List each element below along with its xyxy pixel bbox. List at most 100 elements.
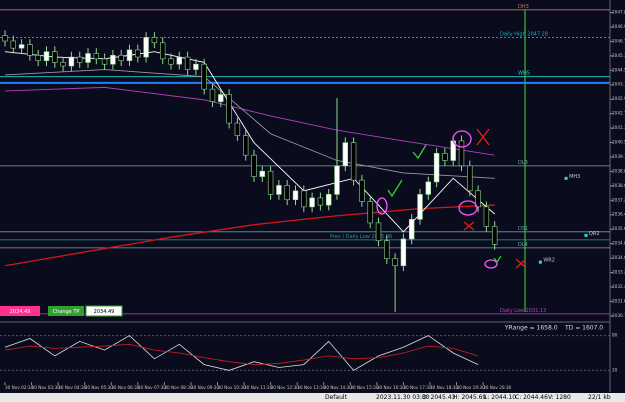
level-label: Prev / Daily Low 2035.06: [330, 234, 392, 240]
candle-body: [276, 185, 282, 195]
candle-body: [218, 94, 224, 102]
y-tick-label: 2036.46: [612, 212, 625, 217]
candle-body: [168, 58, 174, 65]
y-tick-label: 2032.41: [612, 284, 625, 289]
marker: [584, 233, 588, 237]
candle-body: [384, 240, 390, 259]
circle: [458, 200, 478, 216]
candle-body: [43, 51, 50, 61]
status-open: O: 2045.43: [422, 394, 456, 401]
status-time: 2023.11.30 03:30: [376, 394, 430, 401]
candle-body: [2, 35, 8, 42]
status-bar: [0, 393, 625, 402]
y-tick-label: 2041.32: [612, 125, 625, 130]
y-tick-label: 2042.13: [612, 111, 625, 116]
candle-body: [475, 190, 481, 208]
level-label: DS1: [518, 226, 528, 232]
candle-body: [309, 197, 315, 208]
candle-body: [491, 226, 498, 245]
button-label[interactable]: Change TP: [53, 309, 80, 315]
y-tick-label: 2034.03: [612, 255, 625, 260]
candle-body: [400, 238, 407, 267]
candle-body: [417, 194, 423, 220]
candle-body: [458, 140, 465, 167]
circle: [484, 259, 498, 269]
x-tick-label: 30 Nov 15:30: [350, 385, 379, 390]
osc-line: [4, 335, 479, 371]
candle-body: [433, 153, 440, 183]
status-close: C: 2044.46: [515, 394, 548, 401]
candle-body: [226, 94, 232, 124]
candle-body: [467, 165, 473, 192]
x-tick-label: 30 Nov 16:30: [377, 385, 406, 390]
x-tick-label: 30 Nov 03:30: [32, 385, 61, 390]
candle-body: [325, 194, 332, 206]
cross: [515, 258, 527, 269]
y-tick-label: 2035.65: [612, 226, 625, 231]
x-tick-label: 30 Nov 02:30: [5, 385, 34, 390]
y-tick-label: 2030.79: [612, 313, 625, 318]
candle-body: [350, 142, 357, 181]
order-price: 2034.49: [10, 309, 31, 315]
y-tick-label: 2046.99: [612, 24, 625, 29]
candle-body: [101, 58, 108, 65]
candle-body: [267, 170, 274, 195]
candle-body: [201, 63, 207, 90]
candle-body: [408, 219, 415, 240]
change-tp-button[interactable]: [48, 306, 84, 316]
candle-body: [151, 37, 158, 44]
candle-body: [442, 153, 448, 161]
candle-body: [375, 222, 382, 242]
candle-body: [60, 62, 66, 67]
candle-body: [135, 49, 141, 58]
candle-body: [234, 122, 241, 136]
candle-body: [126, 49, 133, 61]
level-label: Daily High 2047.28: [500, 31, 548, 37]
candle-body: [118, 54, 124, 61]
osc-yrange: YRange = 1658.0: [504, 325, 558, 332]
tp-price: 2034.49: [94, 309, 115, 315]
y-tick-label: 2033.22: [612, 269, 625, 274]
candle-body: [342, 142, 348, 167]
x-tick-label: 30 Nov 08:30: [164, 385, 193, 390]
y-tick-label: 2037.27: [612, 197, 625, 202]
candle-body: [251, 154, 257, 177]
cross: [463, 221, 475, 231]
candle-body: [317, 197, 324, 206]
y-tick-label: 2038.08: [612, 183, 625, 188]
status-volume: V: 1280: [548, 394, 571, 401]
price-box: [0, 306, 40, 316]
y-tick-label: 2040.51: [612, 139, 625, 144]
candle-body: [359, 179, 365, 202]
check: [493, 255, 502, 264]
candle-body: [93, 53, 100, 60]
y-tick-label: 2047.80: [612, 9, 625, 14]
x-tick-label: 30 Nov 11:30: [244, 385, 273, 390]
level-label: WH5: [518, 71, 530, 77]
x-tick-label: 30 Nov 14:30: [324, 385, 353, 390]
candle-body: [68, 56, 75, 67]
status-low: L: 2044.10: [484, 394, 516, 401]
candle-body: [483, 206, 490, 227]
candle-body: [18, 44, 25, 49]
x-tick-label: 30 Nov 17:30: [403, 385, 432, 390]
candle-body: [110, 54, 116, 65]
x-tick-label: 30 Nov 10:30: [217, 385, 246, 390]
x-tick-label: 30 Nov 12:30: [271, 385, 300, 390]
y-tick-label: 2038.89: [612, 168, 625, 173]
circle: [452, 130, 472, 148]
osc-tick-label: 20: [612, 367, 618, 372]
y-tick-label: 2039.70: [612, 154, 625, 159]
level-label: DH3: [518, 4, 529, 10]
circle: [376, 197, 388, 215]
marker-label: WR2: [543, 258, 555, 264]
candle-body: [35, 54, 41, 61]
annotations: [376, 128, 527, 269]
level-label: DL3: [518, 160, 528, 166]
candle-body: [425, 181, 431, 195]
cross: [476, 128, 490, 146]
candle-body: [259, 170, 265, 177]
candle-body: [292, 190, 299, 201]
x-tick-label: 30 Nov 06:30: [111, 385, 140, 390]
